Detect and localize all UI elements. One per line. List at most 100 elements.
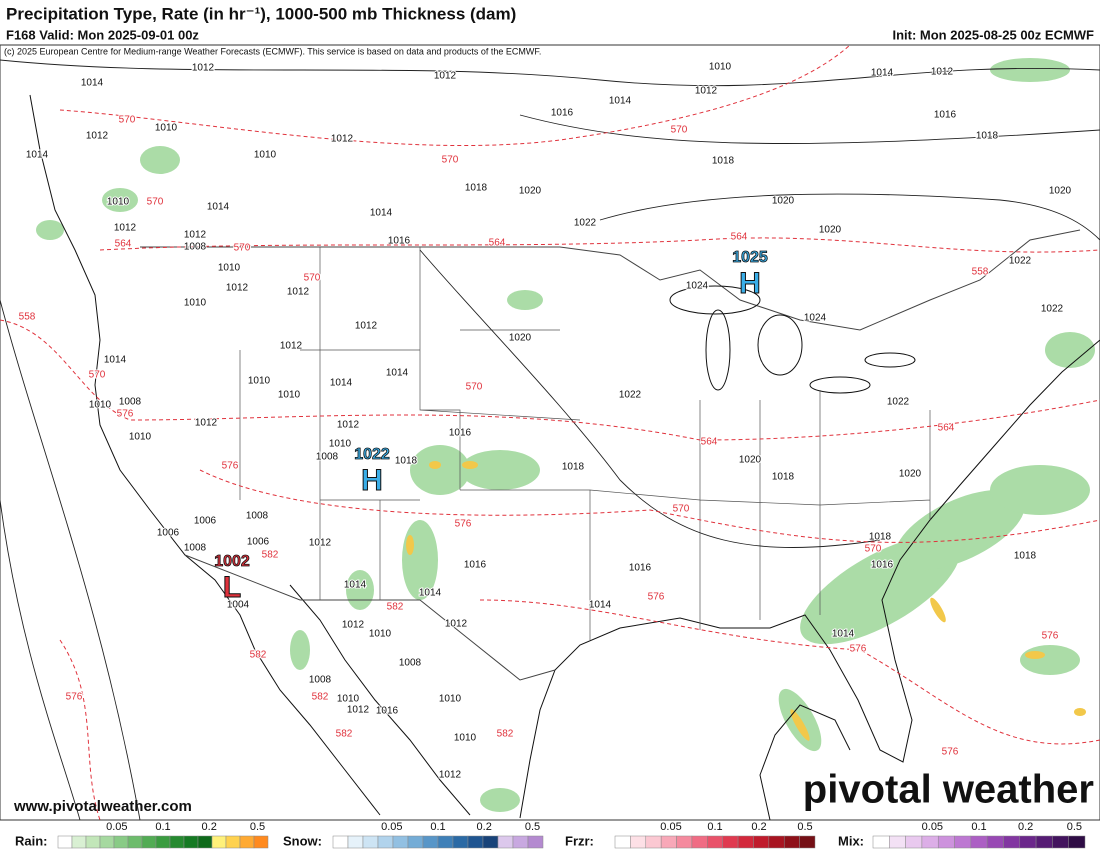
isobar-label: 1022 <box>1041 304 1064 315</box>
isobar-label: 1016 <box>871 560 894 571</box>
legend-swatch <box>660 835 677 849</box>
precip <box>102 188 138 212</box>
thickness-label: 576 <box>455 519 472 530</box>
isobar-label: 1012 <box>695 86 718 97</box>
legend: Rain: 0.05 0.1 0.2 0.5 Snow: 0.05 0.1 0.2 0.5 Frzr… <box>15 821 1086 849</box>
legend-swatch <box>768 835 785 849</box>
isobar-label: 1012 <box>309 538 332 549</box>
legend-swatch <box>630 835 647 849</box>
isobar-label: 1014 <box>609 96 632 107</box>
legend-swatch <box>497 835 514 849</box>
isobar-label: 1018 <box>1014 551 1037 562</box>
thickness-label: 570 <box>673 504 690 515</box>
thickness-line <box>0 319 1100 441</box>
precip-heavy <box>1025 651 1045 659</box>
isobar-label: 1008 <box>399 658 422 669</box>
thickness-line <box>59 44 851 146</box>
logo: pivotal weather <box>803 768 1094 812</box>
isobar-label: 1008 <box>309 675 332 686</box>
thickness-lines <box>0 44 1100 821</box>
legend-tick: 0.2 <box>1018 821 1033 833</box>
isobar-label: 1020 <box>509 333 532 344</box>
isobar-label: 1014 <box>26 150 49 161</box>
center-letter: H <box>361 464 383 497</box>
isobar <box>0 59 1100 87</box>
precip <box>1020 645 1080 675</box>
isobar-label: 1016 <box>464 560 487 571</box>
precip <box>410 445 470 495</box>
thickness-line <box>199 469 1100 543</box>
thickness-label: 576 <box>117 409 134 420</box>
legend-swatch <box>1068 835 1086 849</box>
legend-swatch <box>85 835 101 849</box>
thickness-label: 576 <box>648 592 665 603</box>
legend-tick: 0.1 <box>971 821 986 833</box>
precip-heavy <box>462 461 478 469</box>
isobar-label: 1014 <box>344 580 367 591</box>
thickness-label: 570 <box>466 382 483 393</box>
legend-swatch <box>239 835 255 849</box>
lake <box>864 352 916 368</box>
isobar-label: 1016 <box>551 108 574 119</box>
precip <box>290 630 310 670</box>
legend-swatch <box>737 835 754 849</box>
legend-swatch <box>211 835 227 849</box>
valid-time: F168 Valid: Mon 2025-09-01 00z <box>6 27 199 42</box>
isobar-label: 1010 <box>439 694 462 705</box>
legend-swatch <box>889 835 906 849</box>
isobar-label: 1018 <box>976 131 999 142</box>
isobar-label: 1010 <box>454 733 477 744</box>
isobar-label: 1014 <box>386 368 409 379</box>
thickness-label: 564 <box>489 238 506 249</box>
isobar-label: 1016 <box>934 110 957 121</box>
isobar-label: 1012 <box>439 770 462 781</box>
thickness-label: 570 <box>671 125 688 136</box>
legend-swatch <box>141 835 157 849</box>
isobar-label: 1012 <box>445 619 468 630</box>
precip <box>990 465 1090 515</box>
isobar-label: 1014 <box>81 78 104 89</box>
legend-swatch <box>437 835 454 849</box>
isobar-label: 1010 <box>369 629 392 640</box>
heavy-precip <box>406 461 1086 741</box>
isobar-label: 1014 <box>419 588 442 599</box>
isobar-label: 1016 <box>388 236 411 247</box>
legend-swatch <box>452 835 469 849</box>
precip <box>460 450 540 490</box>
isobar-label: 1018 <box>712 156 735 167</box>
legend-tick: 0.5 <box>797 821 812 833</box>
legend-tick: 0.05 <box>381 821 402 833</box>
thickness-label: 570 <box>442 155 459 166</box>
isobar-label: 1014 <box>871 68 894 79</box>
isobar-label: 1016 <box>629 563 652 574</box>
legend-swatch <box>527 835 544 849</box>
website: www.pivotalweather.com <box>13 798 192 815</box>
isobar-label: 1008 <box>316 452 339 463</box>
precip <box>140 146 180 174</box>
legend-swatch <box>253 835 269 849</box>
thickness-line <box>59 639 101 821</box>
isobar-label: 1024 <box>804 313 827 324</box>
map-frame <box>0 44 1100 821</box>
legend-swatch <box>512 835 529 849</box>
legend-swatch <box>169 835 185 849</box>
precip <box>36 220 64 240</box>
isobar-label: 1006 <box>194 516 217 527</box>
state-borders <box>239 247 931 640</box>
legend-swatch <box>676 835 693 849</box>
isobar-label: 1010 <box>254 150 277 161</box>
thickness-label: 564 <box>115 239 132 250</box>
isobar-label: 1012 <box>931 67 954 78</box>
legend-swatch <box>872 835 890 849</box>
isobar-label: 1012 <box>86 131 109 142</box>
precip <box>1045 332 1095 368</box>
isobar-label: 1012 <box>355 321 378 332</box>
isobar <box>599 193 1100 241</box>
legend-tick: 0.5 <box>1067 821 1082 833</box>
isobar-label: 1018 <box>772 472 795 483</box>
legend-swatch <box>99 835 115 849</box>
isobar-label: 1020 <box>819 225 842 236</box>
legend-tick: 0.05 <box>660 821 681 833</box>
thickness-label: 558 <box>972 267 989 278</box>
